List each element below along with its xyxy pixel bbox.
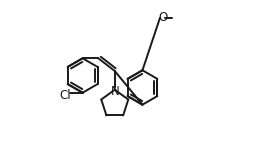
- Text: O: O: [157, 11, 167, 24]
- Text: Cl: Cl: [59, 89, 71, 102]
- Text: N: N: [110, 85, 119, 98]
